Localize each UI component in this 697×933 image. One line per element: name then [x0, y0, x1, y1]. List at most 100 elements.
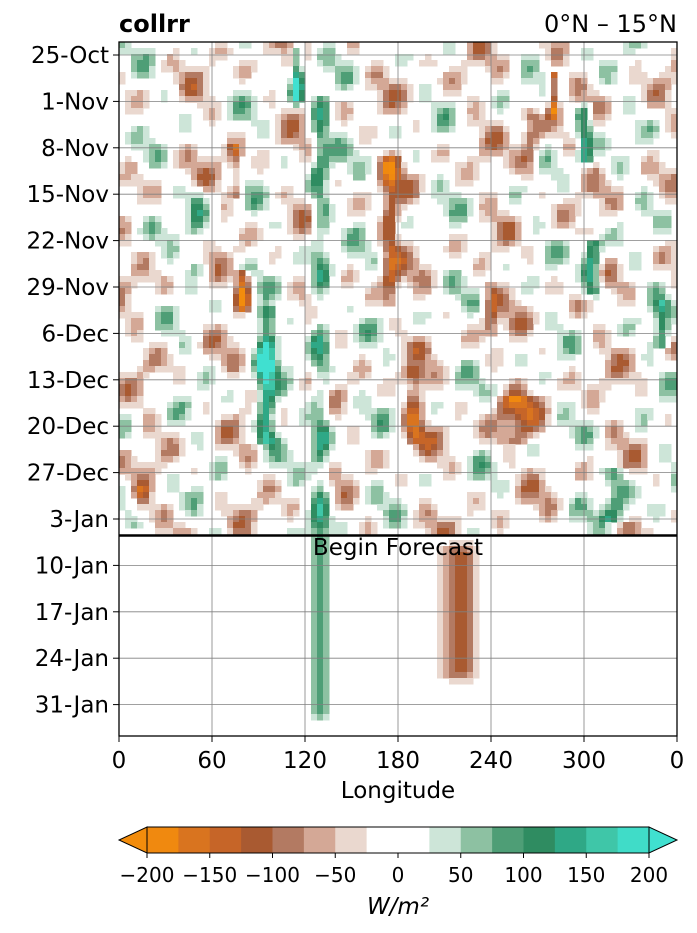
heat-cell: [491, 366, 498, 373]
heat-cell: [263, 450, 270, 457]
heat-cell: [509, 306, 528, 313]
heat-cell: [587, 468, 594, 475]
heat-cell: [191, 204, 204, 211]
heat-cell: [269, 336, 276, 343]
heat-cell: [533, 396, 540, 403]
heat-cell: [365, 258, 372, 265]
heat-cell: [545, 504, 558, 511]
heat-cell: [329, 162, 336, 169]
heat-cell: [353, 174, 366, 181]
heat-cell: [317, 618, 324, 625]
heat-cell: [671, 246, 677, 253]
heat-cell: [125, 288, 132, 295]
heat-cell: [341, 498, 354, 505]
heat-cell: [515, 420, 522, 427]
heat-cell: [413, 258, 420, 265]
heat-cell: [437, 198, 450, 205]
heat-cell: [323, 150, 348, 157]
heat-cell: [605, 468, 612, 475]
heat-cell: [311, 420, 318, 427]
heat-cell: [587, 288, 594, 295]
heat-cell: [557, 342, 564, 349]
heat-cell: [419, 378, 444, 385]
heat-cell: [539, 492, 552, 499]
heat-cell: [245, 264, 258, 271]
heat-cell: [647, 294, 654, 301]
heat-cell: [599, 270, 606, 277]
heat-cell: [491, 522, 498, 529]
heat-cell: [119, 396, 126, 403]
heat-cell: [143, 348, 150, 355]
heat-cell: [149, 222, 156, 229]
heat-cell: [323, 588, 330, 595]
heat-cell: [257, 282, 264, 289]
heat-cell: [365, 84, 378, 91]
heat-cell: [611, 498, 624, 505]
heat-cell: [293, 252, 312, 259]
heat-cell: [575, 108, 582, 115]
heat-cell: [317, 222, 330, 229]
heat-cell: [287, 456, 294, 463]
heat-cell: [389, 246, 396, 253]
heat-cell: [317, 96, 324, 103]
heat-cell: [587, 84, 594, 91]
heat-cell: [479, 132, 486, 139]
heat-cell: [437, 444, 444, 451]
heat-cell: [569, 84, 576, 91]
heat-cell: [563, 342, 576, 349]
heat-cell: [305, 312, 318, 319]
heat-cell: [545, 114, 552, 121]
heat-cell: [383, 492, 390, 499]
heat-cell: [467, 120, 504, 127]
heat-cell: [539, 408, 546, 415]
heat-cell: [329, 204, 336, 211]
heat-cell: [437, 432, 444, 439]
heat-cell: [557, 348, 564, 355]
heat-cell: [563, 258, 570, 265]
heat-cell: [137, 186, 144, 193]
heat-cell: [611, 486, 618, 493]
heat-cell: [641, 354, 654, 361]
heat-cell: [257, 414, 264, 421]
heat-cell: [269, 408, 276, 415]
heat-cell: [317, 528, 324, 535]
heat-cell: [455, 630, 468, 637]
heat-cell: [221, 204, 228, 211]
heat-cell: [533, 144, 540, 151]
heat-cell: [173, 456, 180, 463]
heat-cell: [593, 162, 600, 169]
y-tick-label: 24-Jan: [35, 646, 109, 672]
heat-cell: [443, 600, 450, 607]
heat-cell: [629, 372, 642, 379]
heat-cell: [449, 126, 456, 133]
heat-cell: [473, 618, 480, 625]
heat-cell: [179, 504, 186, 511]
heat-cell: [317, 630, 324, 637]
heat-cell: [485, 432, 492, 439]
heat-cell: [401, 354, 408, 361]
heat-cell: [617, 492, 630, 499]
heat-cell: [629, 282, 636, 289]
heat-cell: [485, 138, 504, 145]
heat-cell: [203, 186, 216, 193]
heat-cell: [635, 60, 642, 67]
heat-cell: [341, 492, 348, 499]
heat-cell: [521, 108, 528, 115]
heat-cell: [155, 366, 186, 373]
heat-cell: [431, 372, 438, 379]
heat-cell: [377, 162, 384, 169]
heat-cell: [353, 402, 372, 409]
heat-cell: [269, 414, 276, 421]
heat-cell: [281, 54, 294, 61]
heat-cell: [323, 192, 330, 199]
heat-cell: [389, 150, 396, 157]
heat-cell: [227, 354, 240, 361]
heat-cell: [167, 252, 174, 259]
heat-cell: [149, 486, 156, 493]
heat-cell: [317, 714, 324, 721]
heat-cell: [671, 312, 677, 319]
heat-cell: [335, 504, 342, 511]
heat-cell: [617, 354, 624, 361]
heat-cell: [233, 186, 240, 193]
heat-cell: [287, 42, 294, 49]
